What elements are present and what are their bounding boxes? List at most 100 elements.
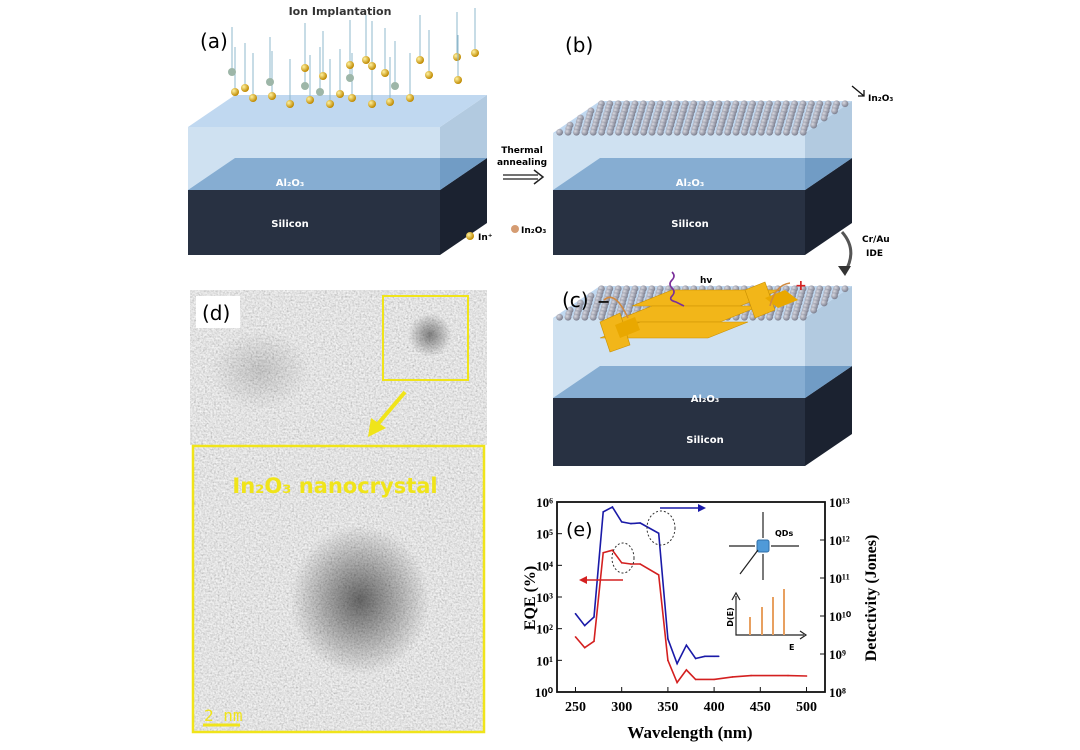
in2o3-particle: [615, 128, 622, 136]
eqe-data-point: [602, 551, 605, 554]
eqe-data-point: [611, 549, 614, 552]
in2o3-particle: [749, 128, 757, 136]
cr-au-ide-label-1: Cr/Au: [862, 235, 890, 245]
in2o3-particle: [732, 128, 740, 136]
in2o3-particle: [606, 128, 614, 136]
eqe-data-point: [787, 674, 789, 677]
panel-a-tag: (a): [200, 29, 228, 53]
in2o3-particle: [573, 128, 580, 136]
ion: [346, 61, 354, 69]
ion: [368, 100, 376, 108]
detectivity-data-point: [583, 624, 586, 627]
in2o3-particle: [766, 313, 774, 321]
ion: [316, 88, 324, 96]
detectivity-data-point: [685, 644, 688, 647]
ion: [406, 94, 414, 102]
ion-implantation-title: Ion Implantation: [289, 5, 392, 18]
in2o3-particle: [665, 128, 673, 136]
y-tick-label: 10⁴: [536, 558, 553, 573]
top-layer-side: [805, 101, 852, 190]
y2-tick-label: 10¹¹: [829, 571, 850, 586]
cr-au-ide-label-2: IDE: [866, 249, 883, 259]
ion: [231, 88, 239, 96]
in2o3-particle: [820, 299, 828, 307]
quantum-dot-cube-icon: [756, 539, 770, 553]
ion: [301, 64, 309, 72]
in2o3-particle: [657, 128, 664, 136]
eqe-series-line: [574, 549, 807, 685]
in2o3-particle: [648, 128, 656, 136]
hrtem-inset-frame: [191, 444, 486, 734]
x-tick-label: 400: [704, 700, 725, 715]
y2-tick-label: 10¹²: [829, 533, 850, 548]
in2o3-particle: [741, 313, 748, 321]
ion: [453, 53, 461, 61]
panel-c-silicon-label: Silicon: [686, 435, 723, 446]
ion-legend-label: In⁺: [478, 233, 493, 243]
detectivity-data-point: [717, 655, 720, 658]
panel-d-tag: (d): [202, 301, 230, 325]
eqe-data-point: [750, 674, 752, 677]
eqe-data-point: [805, 675, 808, 677]
ion: [454, 76, 462, 84]
detectivity-data-point: [593, 616, 595, 618]
eqe-data-point: [676, 681, 678, 684]
in2o3-particle: [715, 128, 723, 136]
detectivity-data-point: [657, 532, 660, 535]
in2o3-particle: [724, 128, 732, 136]
in2o3-particle: [774, 128, 782, 136]
in2o3-pointer-arrow-icon: [851, 85, 865, 97]
eqe-data-point: [620, 562, 623, 564]
cr-au-ide-arrowhead-icon: [838, 266, 851, 276]
y-tick-label: 10⁶: [536, 495, 553, 510]
thermal-annealing-label-2: annealing: [497, 158, 547, 168]
ion: [286, 100, 294, 108]
y-tick-label: 10³: [536, 590, 553, 605]
in2o3-particle: [556, 313, 564, 321]
ion: [348, 94, 356, 102]
y2-tick-label: 10¹⁰: [829, 609, 852, 624]
ion: [228, 68, 236, 76]
y2-tick-label: 10⁸: [829, 685, 846, 700]
ion: [268, 92, 276, 100]
in2o3-particle: [589, 128, 597, 136]
in2o3-particle: [820, 114, 828, 122]
ion: [368, 62, 376, 70]
x-tick-label: 500: [796, 700, 817, 715]
tem-image: [190, 290, 487, 734]
panel-b-al2o3-label: Al₂O₃: [676, 178, 704, 189]
in2o3-particle: [598, 313, 606, 321]
in2o3-particle: [810, 121, 818, 129]
panel-a-silicon-label: Silicon: [271, 219, 308, 230]
ion: [416, 56, 424, 64]
detectivity-data-point: [667, 638, 669, 640]
x-axis-label: Wavelength (nm): [627, 723, 752, 742]
ion: [362, 56, 370, 64]
y-tick-label: 10¹: [536, 653, 553, 668]
panel-b-device-stack: [553, 100, 852, 255]
panel-b-silicon-label: Silicon: [671, 219, 708, 230]
in2o3-particle: [831, 292, 838, 300]
x-tick-label: 250: [565, 700, 586, 715]
eqe-data-point: [657, 574, 660, 576]
in2o3-particle: [791, 128, 799, 136]
detectivity-arrowhead-icon: [698, 504, 706, 512]
positive-terminal: +: [795, 278, 807, 294]
in2o3-particle: [766, 128, 774, 136]
detectivity-data-point: [574, 612, 577, 615]
in2o3-particle: [783, 313, 790, 321]
negative-terminal: −: [597, 292, 610, 311]
ion: [249, 94, 257, 102]
ion: [336, 90, 344, 98]
ion: [391, 82, 399, 90]
panel-b-in2o3-label: In₂O₃: [868, 94, 893, 104]
in2o3-particle: [831, 107, 838, 115]
in2o3-particle: [631, 128, 639, 136]
ion: [386, 98, 394, 106]
positive-wire-icon: [769, 282, 791, 307]
in2o3-particle: [799, 313, 807, 321]
in2o3-particle: [564, 313, 572, 321]
ion: [241, 84, 249, 92]
detectivity-series-line: [574, 505, 719, 666]
